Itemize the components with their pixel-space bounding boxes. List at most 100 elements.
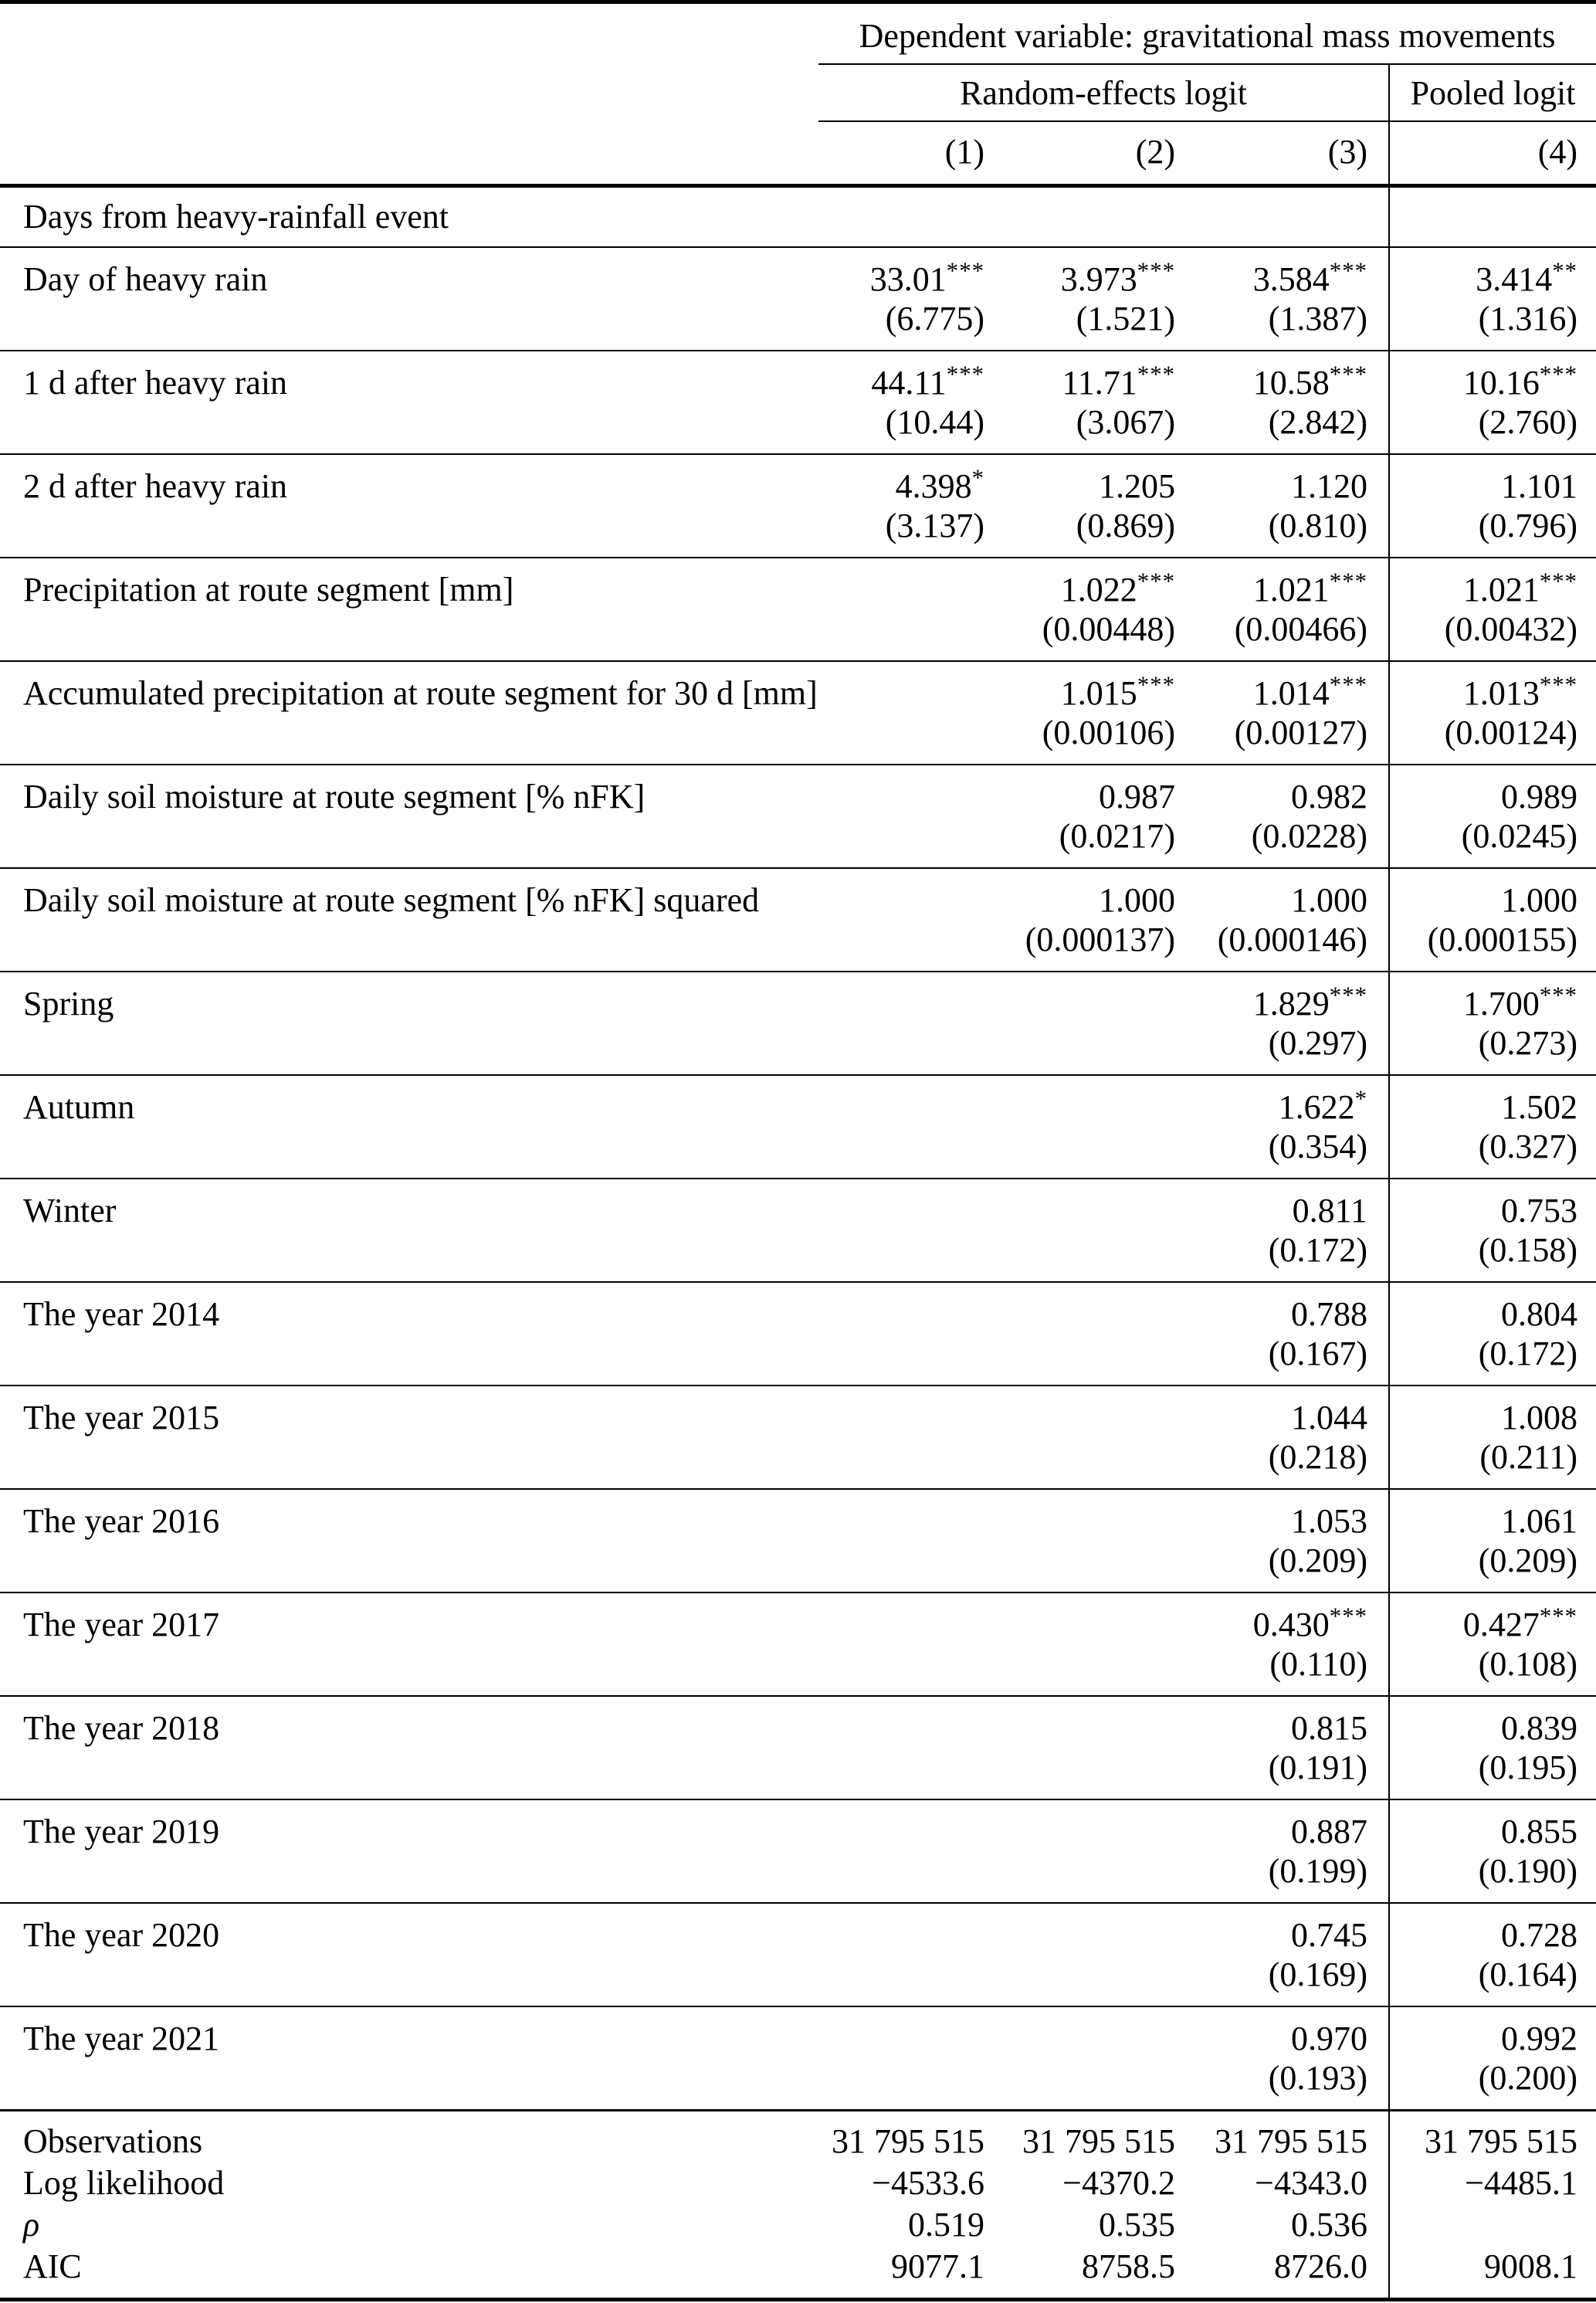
standard-error-cell: (0.869): [991, 506, 1181, 558]
standard-error-cell: (0.297): [1181, 1023, 1390, 1076]
summary-stat-cell: −4343.0: [1181, 2162, 1390, 2204]
variable-label: Autumn: [23, 1088, 135, 1126]
standard-error-cell: (0.218): [1181, 1437, 1390, 1490]
summary-stat-label: Log likelihood: [23, 2164, 225, 2202]
standard-error-row: (0.00106) (0.00127) (0.00124): [0, 713, 1596, 765]
standard-error-cell: [818, 1023, 991, 1076]
standard-error-cell: (2.842): [1181, 402, 1390, 455]
standard-error-cell: (0.108): [1389, 1644, 1596, 1697]
estimate-cell: [818, 1386, 991, 1437]
standard-error-cell: [818, 1334, 991, 1386]
standard-error-cell: (0.0245): [1389, 816, 1596, 869]
empty-value-cell: [1181, 185, 1390, 248]
standard-error-row: (0.199) (0.190): [0, 1851, 1596, 1904]
significance-stars: ***: [1137, 568, 1175, 595]
estimate-cell: 1.000: [1099, 881, 1175, 919]
standard-error-cell: [818, 1955, 991, 2007]
estimate-row: The year 2021 0.970 0.992: [0, 2006, 1596, 2058]
group-header-pooled-logit: Pooled logit: [1389, 64, 1596, 122]
estimate-cell: 1.013***: [1462, 671, 1578, 712]
estimate-row: Daily soil moisture at route segment [% …: [0, 868, 1596, 920]
estimate-cell: [991, 1282, 1181, 1334]
group-header-random-effects-logit: Random-effects logit: [818, 64, 1390, 122]
estimate-cell: [991, 1903, 1181, 1955]
standard-error-cell: (0.000155): [1389, 920, 1596, 972]
significance-stars: ***: [1329, 671, 1367, 698]
standard-error-cell: (0.00432): [1389, 609, 1596, 662]
significance-stars: ***: [1329, 568, 1367, 595]
estimate-cell: [818, 868, 991, 920]
empty-label-cell: [0, 1644, 818, 1697]
standard-error-cell: (0.190): [1389, 1851, 1596, 1904]
estimate-cell: [818, 1489, 991, 1541]
variable-label: Accumulated precipitation at route segme…: [23, 674, 818, 712]
standard-error-cell: (2.760): [1389, 402, 1596, 455]
variable-label: Precipitation at route segment [mm]: [23, 571, 514, 609]
estimate-cell: 0.430***: [1181, 1592, 1390, 1644]
summary-stat-cell: 0.519: [908, 2206, 984, 2244]
empty-label-cell: [0, 1437, 818, 1490]
standard-error-cell: [991, 1230, 1181, 1283]
estimate-cell: [991, 972, 1181, 1023]
standard-error-cell: [991, 1644, 1181, 1697]
standard-error-cell: [991, 1541, 1181, 1593]
standard-error-cell: [818, 1748, 991, 1800]
estimate-cell: 1.502: [1501, 1088, 1578, 1126]
estimate-cell: 1.700***: [1462, 982, 1578, 1023]
variable-label: Daily soil moisture at route segment [% …: [23, 778, 646, 816]
empty-label-cell: [0, 1230, 818, 1283]
standard-error-cell: (0.209): [1389, 1541, 1596, 1593]
standard-error-cell: [818, 1127, 991, 1179]
significance-stars: ***: [1539, 671, 1578, 698]
estimate-cell: [818, 1282, 991, 1334]
estimate-cell: 1.101: [1501, 467, 1578, 505]
estimate-cell: [991, 2006, 1181, 2058]
estimate-row: Winter 0.811 0.753: [0, 1179, 1596, 1230]
standard-error-cell: [991, 1127, 1181, 1179]
standard-error-cell: (0.158): [1389, 1230, 1596, 1283]
standard-error-cell: [991, 1334, 1181, 1386]
significance-stars: ***: [1539, 568, 1578, 595]
significance-stars: ***: [1329, 361, 1367, 388]
column-header-1: (1): [818, 121, 991, 188]
standard-error-cell: (0.200): [1389, 2058, 1596, 2111]
estimate-row: Day of heavy rain 33.01*** 3.973*** 3.584**…: [0, 247, 1596, 299]
standard-error-cell: [991, 1851, 1181, 1904]
empty-label-cell: [0, 1851, 818, 1904]
column-number-row: (1) (2) (3) (4): [0, 121, 1596, 188]
estimate-cell: 10.58***: [1181, 351, 1390, 402]
estimate-row: The year 2017 0.430*** 0.427***: [0, 1592, 1596, 1644]
variable-label: Day of heavy rain: [23, 260, 268, 298]
standard-error-row: (0.00448) (0.00466) (0.00432): [0, 609, 1596, 662]
empty-label-cell: [0, 1748, 818, 1800]
significance-stars: ***: [946, 361, 984, 388]
standard-error-row: (0.110) (0.108): [0, 1644, 1596, 1697]
standard-error-row: (0.354) (0.327): [0, 1127, 1596, 1179]
empty-value-cell: [818, 185, 991, 248]
estimate-cell: [991, 1592, 1181, 1644]
standard-error-cell: (0.199): [1181, 1851, 1390, 1904]
significance-stars: ***: [1539, 361, 1578, 388]
empty-label-cell: [0, 609, 818, 662]
standard-error-cell: (0.0228): [1181, 816, 1390, 869]
estimate-cell: [818, 1592, 991, 1644]
significance-stars: ***: [1329, 257, 1367, 284]
standard-error-cell: [818, 1851, 991, 1904]
estimate-cell: 0.992: [1501, 2020, 1578, 2057]
significance-stars: ***: [1539, 982, 1578, 1009]
estimate-cell: 11.71***: [1062, 361, 1175, 402]
standard-error-cell: [991, 2058, 1181, 2111]
column-header-2: (2): [991, 121, 1181, 188]
variable-label: The year 2016: [23, 1502, 220, 1540]
summary-stat-cell: −4485.1: [1465, 2164, 1578, 2202]
estimate-cell: [818, 1179, 991, 1230]
summary-stat-cell: 8758.5: [991, 2246, 1181, 2301]
estimate-row: Daily soil moisture at route segment [% …: [0, 765, 1596, 816]
significance-stars: ***: [1539, 1603, 1578, 1630]
empty-label-cell: [0, 1127, 818, 1179]
estimate-cell: 1.829***: [1181, 972, 1390, 1023]
variable-label: Daily soil moisture at route segment [% …: [23, 881, 760, 919]
summary-stat-cell: 9008.1: [1389, 2246, 1596, 2301]
dependent-variable-row: Dependent variable: gravitational mass m…: [0, 2, 1596, 65]
